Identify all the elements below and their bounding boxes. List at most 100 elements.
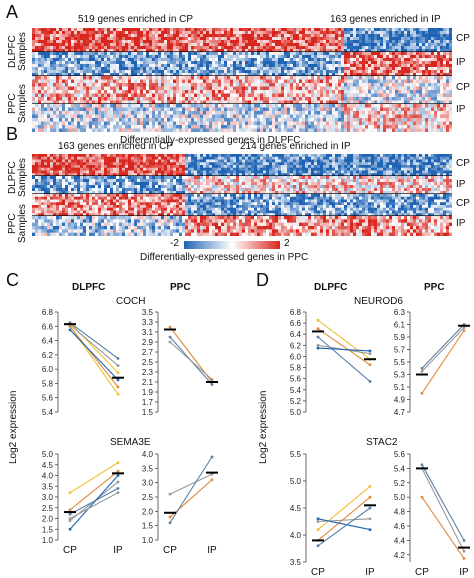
heatmap-cell: [416, 128, 420, 132]
heatmap-cell: [413, 100, 417, 105]
heatmap-cell: [245, 83, 249, 87]
heatmap-cell: [125, 43, 129, 47]
heatmap-cell: [365, 49, 369, 53]
heatmap-cell: [113, 67, 117, 71]
heatmap-cell: [71, 93, 75, 98]
heatmap-cell: [113, 125, 117, 129]
heatmap-cell: [224, 100, 228, 105]
heatmap-cell: [83, 43, 87, 47]
heatmap-cell: [434, 37, 438, 41]
heatmap-cell: [347, 76, 351, 80]
heatmap-cell: [248, 121, 252, 126]
heatmap-cell: [431, 28, 435, 32]
heatmap-cell: [308, 76, 312, 80]
heatmap-cell: [272, 34, 276, 38]
heatmap-cell: [95, 97, 99, 101]
heatmap-cell: [203, 159, 207, 163]
heatmap-cell: [335, 154, 339, 158]
heatmap-cell: [422, 100, 426, 105]
heatmap-cell: [302, 111, 306, 115]
heatmap-cell: [128, 128, 132, 132]
heatmap-cell: [125, 111, 129, 115]
heatmap-cell: [197, 128, 201, 132]
heatmap-cell: [179, 121, 183, 126]
heatmap-cell: [314, 67, 318, 71]
heatmap-cell: [200, 70, 204, 74]
heatmap-cell: [371, 55, 375, 59]
heatmap-cell: [215, 125, 219, 129]
heatmap-cell: [233, 128, 237, 132]
heatmap-cell: [128, 114, 132, 119]
heatmap-cell: [41, 76, 45, 80]
heatmap-cell: [314, 79, 318, 84]
heatmap-cell: [209, 159, 213, 163]
heatmap-cell: [143, 67, 147, 71]
heatmap-cell: [260, 156, 264, 160]
heatmap-cell: [95, 90, 99, 94]
heatmap-cell: [278, 49, 282, 53]
heatmap-cell: [83, 83, 87, 87]
heatmap-cell: [155, 111, 159, 115]
heatmap-cell: [305, 97, 309, 101]
heatmap-cell: [92, 43, 96, 47]
heatmap-cell: [227, 159, 231, 163]
heatmap-cell: [236, 104, 240, 108]
heatmap-cell: [425, 55, 429, 59]
heatmap-cell: [269, 46, 273, 50]
heatmap-cell: [428, 97, 432, 101]
heatmap-cell: [239, 97, 243, 101]
heatmap-cell: [185, 67, 189, 71]
heatmap-cell: [176, 159, 180, 163]
heatmap-cell: [209, 58, 213, 62]
heatmap-cell: [167, 49, 171, 53]
heatmap-cell: [107, 31, 111, 35]
heatmap-cell: [395, 79, 399, 84]
heatmap-cell: [53, 73, 57, 77]
heatmap-cell: [371, 70, 375, 74]
heatmap-cell: [44, 125, 48, 129]
heatmap-cell: [410, 55, 414, 59]
heatmap-cell: [305, 70, 309, 74]
heatmap-cell: [161, 76, 165, 80]
heatmap-cell: [182, 159, 186, 163]
heatmap-cell: [119, 156, 123, 160]
heatmap-cell: [368, 125, 372, 129]
heatmap-cell: [302, 43, 306, 47]
heatmap-cell: [392, 43, 396, 47]
heatmap-cell: [413, 73, 417, 77]
heatmap-cell: [209, 37, 213, 41]
heatmap-cell: [338, 55, 342, 59]
heatmap-cell: [284, 118, 288, 122]
heatmap-cell: [107, 79, 111, 84]
heatmap-cell: [392, 76, 396, 80]
heatmap-cell: [197, 70, 201, 74]
heatmap-cell: [206, 70, 210, 74]
heatmap-cell: [65, 76, 69, 80]
heatmap-cell: [173, 125, 177, 129]
heatmap-cell: [437, 154, 441, 158]
heatmap-cell: [338, 100, 342, 105]
heatmap-cell: [437, 64, 441, 68]
heatmap-cell: [323, 73, 327, 77]
heatmap-cell: [425, 73, 429, 77]
heatmap-cell: [368, 31, 372, 35]
heatmap-cell: [263, 49, 267, 53]
heatmap-cell: [35, 128, 39, 132]
heatmap-cell: [209, 70, 213, 74]
heatmap-cell: [353, 104, 357, 108]
heatmap-cell: [53, 28, 57, 32]
heatmap-cell: [170, 67, 174, 71]
heatmap-cell: [230, 86, 234, 91]
heatmap-cell: [107, 93, 111, 98]
heatmap-cell: [263, 83, 267, 87]
heatmap-cell: [341, 43, 345, 47]
heatmap-cell: [110, 154, 114, 158]
heatmap-cell: [200, 125, 204, 129]
heatmap-cell: [299, 67, 303, 71]
heatmap-cell: [152, 90, 156, 94]
heatmap-cell: [392, 93, 396, 98]
heatmap-cell: [41, 97, 45, 101]
heatmap-cell: [323, 100, 327, 105]
heatmap-cell: [437, 86, 441, 91]
heatmap-cell: [446, 61, 450, 65]
